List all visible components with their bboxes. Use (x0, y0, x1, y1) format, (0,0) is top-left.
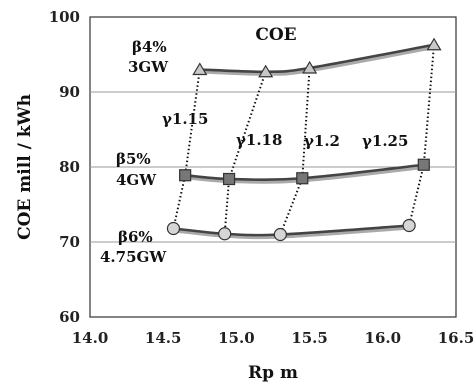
y-tick-label: 60 (59, 308, 80, 326)
data-point-square (179, 169, 192, 182)
y-axis-title: COE mill / kWh (15, 94, 35, 240)
x-axis-title: Rp m (248, 363, 298, 383)
x-tick-label: 14.0 (72, 329, 109, 347)
series-label: 4.75GW (100, 248, 167, 266)
data-point-triangle (426, 37, 442, 51)
series-markers (166, 37, 442, 242)
gamma-label: γ1.18 (236, 131, 282, 149)
series-line-shadow (172, 224, 414, 240)
gamma-line (223, 71, 267, 234)
annotations: β4% 3GW β5% 4GW β6% 4.75GW γ1.15 γ1.18 γ1.2 γ1.25 (100, 38, 408, 266)
series-label: 3GW (128, 58, 169, 76)
data-point-triangle (258, 64, 274, 78)
y-tick-label: 70 (59, 233, 80, 251)
series-line (172, 224, 411, 237)
x-tick-labels: 14.0 14.5 15.0 15.5 16.0 16.5 (72, 329, 473, 347)
y-tick-label: 80 (59, 158, 80, 176)
y-tick-label: 100 (49, 8, 80, 26)
gamma-label: γ1.2 (304, 132, 340, 150)
data-point-circle (166, 221, 181, 236)
data-point-square (296, 172, 309, 185)
gamma-line (172, 69, 201, 229)
series-line (198, 43, 436, 74)
data-point-circle (273, 227, 287, 242)
y-tick-label: 90 (59, 83, 80, 101)
gamma-line (408, 44, 436, 226)
x-tick-label: 16.5 (438, 329, 473, 347)
gamma-label: γ1.15 (162, 110, 208, 128)
x-tick-label: 14.5 (145, 329, 182, 347)
series-line-shadow (198, 43, 439, 76)
gamma-label: γ1.25 (362, 132, 408, 150)
series-line (183, 163, 426, 182)
data-point-circle (402, 218, 416, 233)
series-label: β5% (116, 150, 151, 168)
series-label: 4GW (116, 171, 157, 189)
series-label: β4% (132, 38, 167, 56)
series-lines (172, 43, 439, 240)
x-tick-label: 15.0 (218, 329, 255, 347)
gamma-line (279, 67, 311, 235)
y-tick-labels: 60 70 80 90 100 (49, 8, 80, 326)
series-line-shadow (184, 163, 428, 184)
chart-title: COE (255, 25, 296, 45)
series-label: β6% (118, 228, 153, 246)
x-tick-label: 16.0 (365, 329, 402, 347)
data-point-circle (218, 227, 232, 241)
data-point-triangle (192, 62, 208, 76)
data-point-triangle (302, 60, 318, 74)
data-point-square (222, 172, 236, 186)
data-point-square (417, 158, 430, 171)
x-tick-label: 15.5 (291, 329, 328, 347)
